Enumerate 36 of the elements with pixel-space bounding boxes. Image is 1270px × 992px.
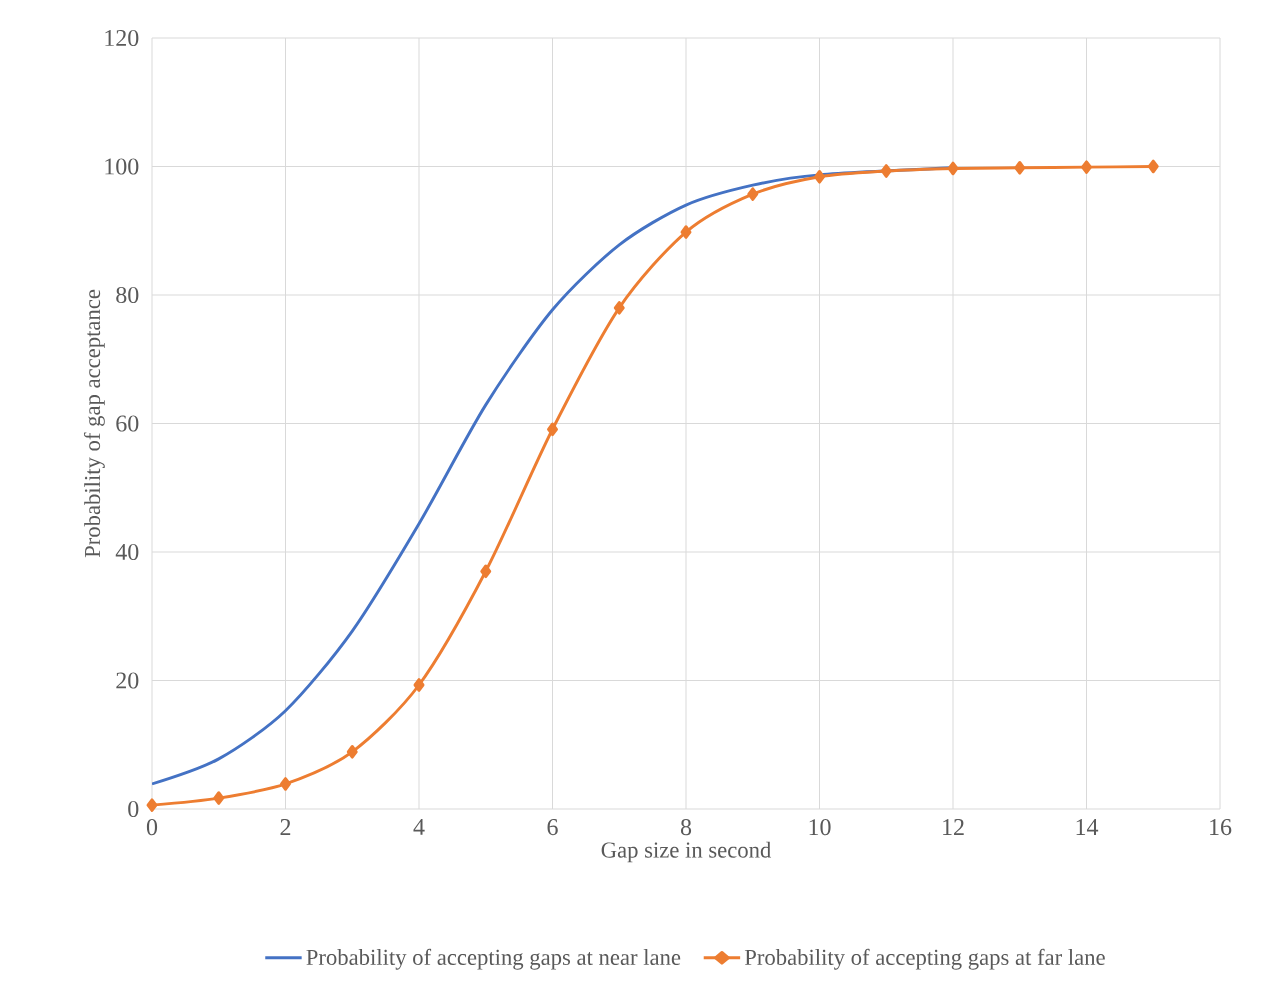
x-tick-label: 16 [1210,819,1232,836]
x-tick-label: 10 [809,819,831,836]
point [280,777,291,791]
x-tick-label: 12 [943,819,964,835]
y-axis-title: Probability of gap acceptance [83,289,105,558]
legend-label: Probability of accepting gaps at near lane [306,948,681,970]
point [680,225,692,239]
x-tick-label: 8 [680,819,692,836]
point [1147,159,1159,174]
point [747,187,759,201]
y-tick-label: 80 [116,286,139,304]
point [146,798,158,812]
point [814,169,825,184]
point [213,791,225,805]
x-tick-label: 0 [146,819,158,836]
y-tick-label: 60 [116,415,139,432]
y-tick-label: 100 [105,158,139,175]
point [413,678,425,692]
x-tick-label: 6 [547,819,558,836]
point [346,745,358,759]
y-tick-label: 0 [128,800,139,818]
point [947,161,959,176]
point [880,164,892,178]
x-axis-title: Gap size in second [601,841,772,863]
x-tick-label: 14 [1076,819,1099,835]
x-tick-label: 4 [413,819,425,835]
point [1014,160,1026,175]
point [613,301,625,315]
point [547,422,558,437]
y-tick-label: 120 [105,29,139,47]
y-tick-label: 20 [116,672,139,689]
legend-label: Probability of accepting gaps at far lane [744,948,1105,970]
y-tick-label: 40 [115,543,139,561]
point [480,564,492,579]
x-tick-label: 2 [280,819,291,835]
point [1081,160,1092,174]
